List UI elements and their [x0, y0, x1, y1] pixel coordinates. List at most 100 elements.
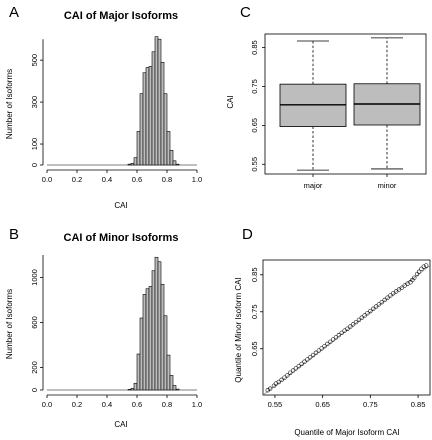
- boxplot-x-axis: major minor: [304, 174, 397, 190]
- qq-x-tick-label-3: 0.85: [411, 400, 426, 409]
- histogram-major-xlabel: CAI: [114, 201, 127, 210]
- histogram-major-y-tick-label-2: 300: [30, 96, 39, 109]
- qq-point-39: [376, 302, 382, 307]
- qq-point-57: [424, 263, 429, 268]
- qq-point-56: [421, 264, 426, 269]
- histogram-minor-bar-2: [133, 382, 138, 391]
- qq-point-17: [313, 350, 319, 356]
- boxplot-panel: CAI 0.55 0.65 0.75 0.85 major minor: [226, 33, 427, 190]
- qq-x-axis: 0.55 0.65 0.75 0.85: [268, 395, 426, 409]
- qq-xlabel: Quantile of Major Isoform CAI: [294, 428, 399, 437]
- histogram-minor-x-tick-label-1: 0.2: [72, 400, 82, 409]
- qq-point-15: [308, 355, 313, 360]
- histogram-minor-x-tick-label-5: 1.0: [192, 400, 202, 409]
- qq-point-36: [368, 308, 373, 314]
- qq-point-38: [373, 304, 379, 309]
- qq-point-20: [322, 344, 327, 349]
- histogram-minor-x-tick-label-3: 0.6: [132, 400, 142, 409]
- histogram-minor-y-tick-label-2: 600: [30, 316, 39, 329]
- boxplot-x-tick-label-major: major: [304, 181, 323, 190]
- qq-point-47: [399, 285, 405, 290]
- histogram-major-bar-12: [163, 93, 168, 166]
- qq-point-0: [265, 388, 270, 393]
- histogram-minor-bar-4: [139, 317, 144, 391]
- histogram-minor-xlabel: CAI: [114, 420, 127, 429]
- qq-point-24: [333, 335, 339, 340]
- histogram-major-bar-15: [172, 160, 177, 166]
- qq-x-tick-label-1: 0.65: [315, 400, 330, 409]
- qq-point-26: [339, 330, 344, 336]
- qq-x-tick-label-0: 0.55: [268, 400, 283, 409]
- qq-point-8: [288, 370, 293, 375]
- histogram-minor-y-tick-label-1: 200: [30, 361, 39, 374]
- qq-point-13: [302, 359, 307, 364]
- histogram-major-bar-8: [151, 51, 156, 166]
- qq-point-30: [351, 322, 356, 327]
- qq-point-43: [388, 293, 393, 298]
- qq-point-23: [330, 337, 336, 342]
- histogram-major-bar-16: [175, 163, 180, 166]
- qq-point-41: [382, 297, 387, 303]
- qq-point-42: [385, 295, 390, 300]
- histogram-minor-bar-16: [175, 388, 180, 391]
- boxplot-boxes: [279, 37, 421, 171]
- qq-x-tick-label-2: 0.75: [363, 400, 378, 409]
- histogram-major-bar-9: [154, 36, 159, 166]
- histogram-minor-y-tick-label-3: 1000: [30, 269, 39, 286]
- histogram-minor-bar-5: [142, 294, 147, 391]
- histogram-major-panel: CAI of Major Isoforms CAI Number of Isof…: [5, 10, 202, 210]
- qq-point-22: [328, 339, 333, 344]
- histogram-major-bar-10: [157, 38, 162, 166]
- qq-point-40: [379, 299, 384, 305]
- qq-points: [262, 263, 431, 396]
- qq-panel: Quantile of Major Isoform CAI Quantile o…: [234, 259, 431, 437]
- histogram-minor-ylabel: Number of Isoforms: [5, 289, 14, 359]
- qq-point-10: [293, 366, 299, 371]
- qq-y-axis: 0.65 0.75 0.85: [250, 267, 263, 356]
- histogram-minor-bar-14: [169, 375, 174, 391]
- qq-y-tick-label-2: 0.85: [250, 267, 259, 282]
- histogram-major-bars: [47, 36, 197, 166]
- histogram-minor-bar-9: [154, 256, 159, 391]
- histogram-minor-title: CAI of Minor Isoforms: [64, 232, 179, 244]
- qq-point-7: [285, 373, 290, 378]
- histogram-minor-x-tick-label-4: 0.8: [162, 400, 172, 409]
- histogram-major-ylabel: Number of Isoforms: [5, 69, 14, 139]
- boxplot-frame: [264, 33, 427, 175]
- panel-letter-b: B: [9, 226, 19, 243]
- boxplot-y-axis: 0.55 0.65 0.75 0.85: [250, 40, 265, 172]
- qq-frame: [262, 259, 431, 396]
- histogram-major-bar-3: [136, 131, 141, 166]
- histogram-major-bar-7: [148, 66, 153, 166]
- qq-point-29: [348, 324, 353, 329]
- histogram-minor-bar-7: [148, 286, 153, 391]
- histogram-minor-bar-8: [151, 270, 156, 391]
- qq-point-25: [336, 332, 342, 338]
- qq-point-14: [305, 357, 310, 362]
- qq-point-31: [353, 319, 359, 325]
- qq-point-18: [316, 348, 322, 353]
- histogram-minor-bar-3: [136, 353, 141, 391]
- histogram-minor-x-tick-label-2: 0.4: [102, 400, 112, 409]
- histogram-major-x-tick-label-0: 0.0: [42, 175, 52, 184]
- qq-point-9: [290, 368, 296, 373]
- histogram-minor-bars: [47, 256, 197, 391]
- histogram-minor-bar-0: [127, 389, 132, 391]
- qq-point-21: [325, 341, 330, 347]
- boxplot-y-tick-label-1: 0.65: [250, 118, 259, 133]
- histogram-major-y-tick-label-0: 0: [30, 163, 39, 167]
- boxplot-y-tick-label-3: 0.85: [250, 40, 259, 55]
- qq-point-1: [267, 386, 273, 391]
- histogram-major-title: CAI of Major Isoforms: [64, 10, 178, 22]
- histogram-major-bar-1: [130, 163, 135, 166]
- histogram-major-y-axis: 0 100 300 500: [30, 39, 44, 167]
- histogram-major-bar-6: [145, 67, 150, 166]
- histogram-major-bar-13: [166, 131, 171, 166]
- histogram-minor-bar-13: [166, 354, 171, 391]
- histogram-minor-x-tick-label-0: 0.0: [42, 400, 52, 409]
- qq-point-11: [296, 363, 301, 369]
- histogram-major-x-tick-label-1: 0.2: [72, 175, 82, 184]
- qq-point-19: [319, 346, 324, 351]
- boxplot-y-tick-label-0: 0.55: [250, 157, 259, 172]
- qq-y-tick-label-1: 0.75: [250, 304, 259, 319]
